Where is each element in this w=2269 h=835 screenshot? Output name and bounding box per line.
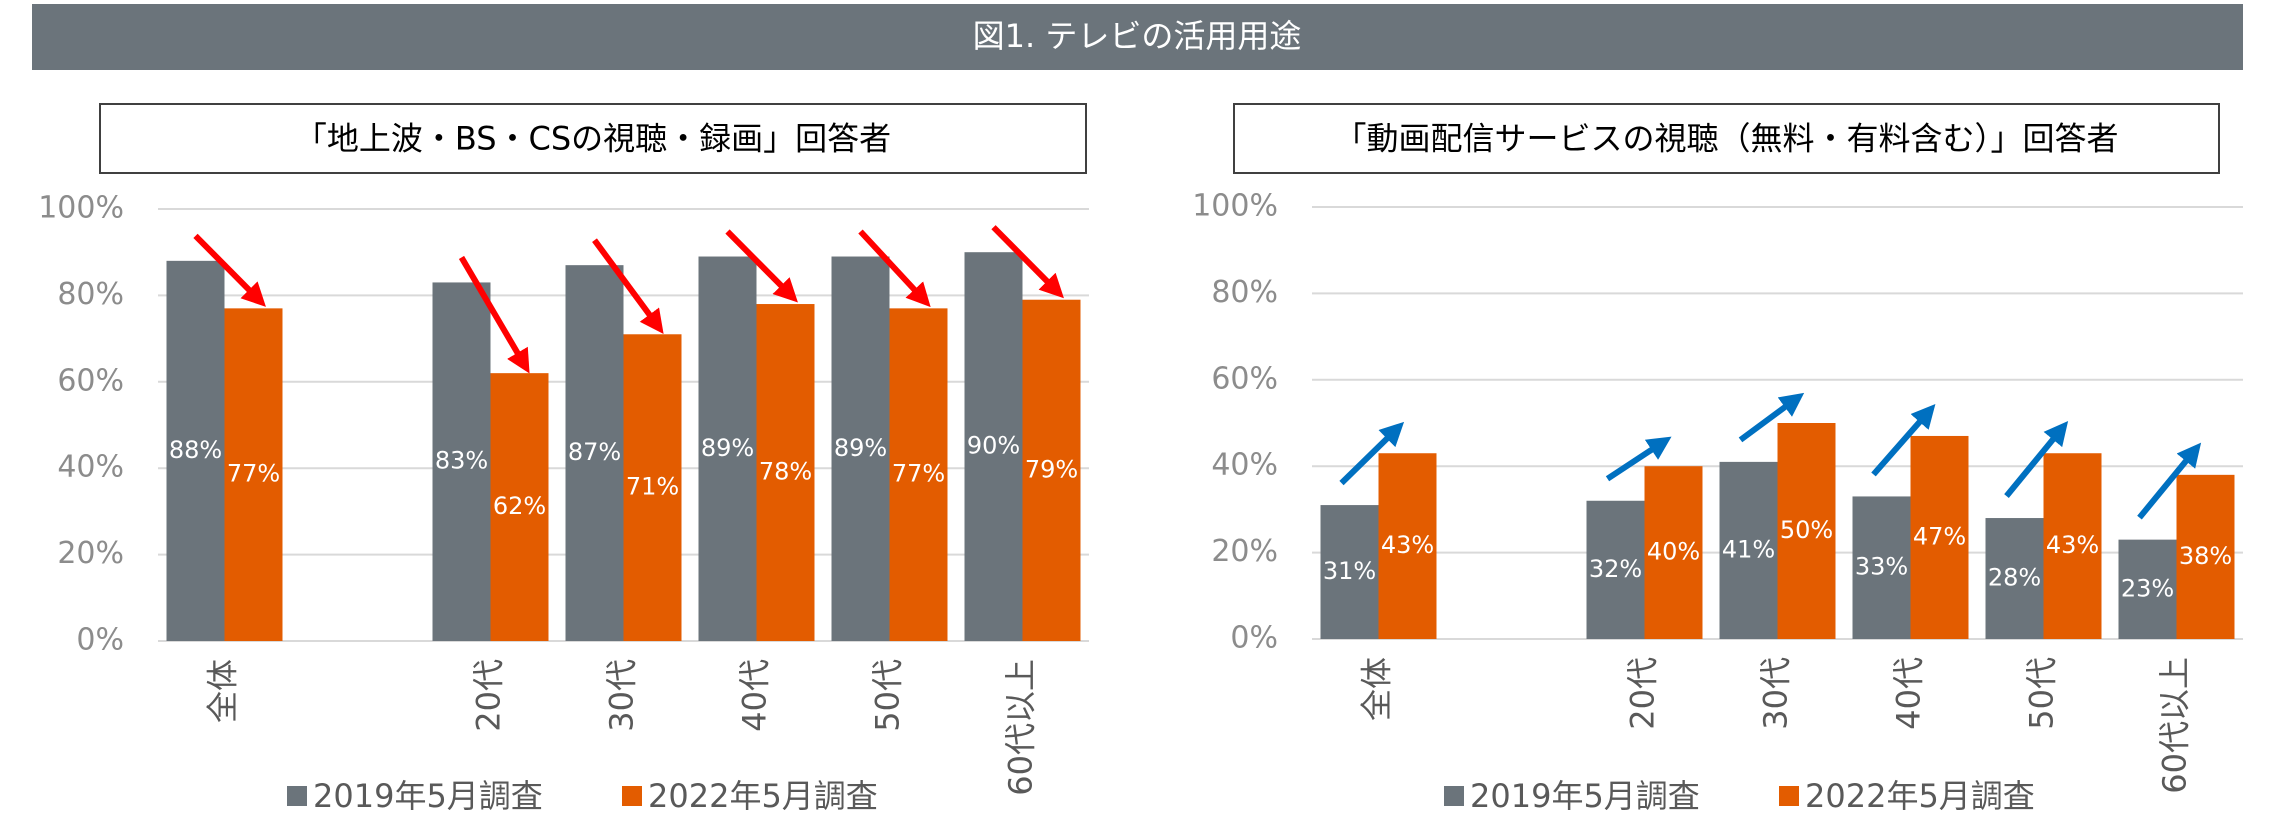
bar [1719,461,1778,639]
bar [623,334,682,641]
bar [1852,496,1911,639]
bar [1586,500,1645,639]
bar [565,265,624,641]
x-tick-label: 40代 [1890,657,1928,730]
data-label: 41% [1722,535,1775,563]
bar [2043,453,2102,639]
title-banner [32,4,2243,70]
bar [2118,539,2177,639]
x-tick-label: 30代 [1757,657,1795,730]
trend-arrow [2004,420,2069,498]
trend-arrow [592,238,664,334]
trend-arrow [1738,392,1805,443]
x-tick-label: 20代 [1624,657,1662,730]
data-label: 28% [1988,564,2041,592]
y-tick-label: 20% [57,536,124,571]
bar [224,308,283,641]
bar [1910,435,1969,639]
x-tick-label: 50代 [869,659,907,732]
x-tick-label: 60代以上 [2156,657,2194,794]
x-tick-label: 60代以上 [1002,659,1040,796]
chart-subtitle: 「動画配信サービスの視聴（無料・有料含む）」回答者 [1334,120,2118,158]
trend-arrow [458,255,530,374]
data-label: 32% [1589,555,1642,583]
data-label: 89% [834,434,887,462]
y-tick-label: 60% [57,363,124,398]
bar [756,304,815,641]
y-tick-label: 20% [1211,534,1278,569]
legend-swatch [1444,786,1464,806]
legend-label: 2019年5月調査 [1470,777,1700,815]
legend-swatch [1779,786,1799,806]
x-tick-label: 30代 [603,659,641,732]
bar [1022,299,1081,641]
trend-arrow [193,233,266,307]
bar [1644,466,1703,639]
y-tick-label: 60% [1211,361,1278,396]
bar [166,260,225,641]
trend-arrow [1339,421,1405,486]
bar [1378,453,1437,639]
bar [490,373,549,641]
y-tick-label: 0% [76,623,124,658]
data-label: 31% [1323,557,1376,585]
trend-arrow [1871,403,1936,477]
y-tick-label: 80% [57,277,124,312]
page-title: 図1. テレビの活用用途 [973,17,1302,55]
data-label: 38% [2179,542,2232,570]
trend-arrow [991,225,1064,299]
legend-label: 2019年5月調査 [313,777,543,815]
trend-arrow [2137,442,2202,520]
x-tick-label: 50代 [2023,657,2061,730]
data-label: 78% [759,458,812,486]
data-label: 90% [967,432,1020,460]
data-label: 40% [1647,538,1700,566]
legend-label: 2022年5月調査 [648,777,878,815]
y-tick-label: 100% [38,191,124,226]
trend-arrow [725,229,798,303]
bar [1777,423,1836,639]
y-tick-label: 40% [57,450,124,485]
legend-label: 2022年5月調査 [1805,777,2035,815]
bar [1985,518,2044,639]
data-label: 87% [568,438,621,466]
data-label: 77% [227,460,280,488]
bar [889,308,948,641]
subtitle-box [99,103,1087,174]
x-tick-label: 40代 [736,659,774,732]
trend-arrow [1605,436,1672,482]
data-label: 47% [1913,522,1966,550]
data-label: 62% [493,492,546,520]
data-label: 43% [2046,531,2099,559]
y-tick-label: 80% [1211,275,1278,310]
bar [831,256,890,641]
data-label: 33% [1855,553,1908,581]
x-tick-label: 全体 [1358,657,1396,721]
data-label: 89% [701,434,754,462]
subtitle-box [1233,103,2220,174]
data-label: 88% [169,436,222,464]
x-tick-label: 全体 [204,659,242,723]
legend-swatch [622,786,642,806]
data-label: 50% [1780,516,1833,544]
trend-arrow [858,229,931,308]
data-label: 79% [1025,455,1078,483]
chart-subtitle: 「地上波・BS・CSの視聴・録画」回答者 [295,120,891,158]
y-tick-label: 100% [1192,189,1278,224]
data-label: 83% [435,447,488,475]
bar [698,256,757,641]
y-tick-label: 40% [1211,448,1278,483]
bar [432,282,491,641]
data-label: 43% [1381,531,1434,559]
x-tick-label: 20代 [470,659,508,732]
data-label: 71% [626,473,679,501]
data-label: 23% [2121,574,2174,602]
y-tick-label: 0% [1230,621,1278,656]
legend-swatch [287,786,307,806]
bar [964,252,1023,641]
data-label: 77% [892,460,945,488]
bar [1320,505,1379,639]
bar [2176,474,2235,639]
